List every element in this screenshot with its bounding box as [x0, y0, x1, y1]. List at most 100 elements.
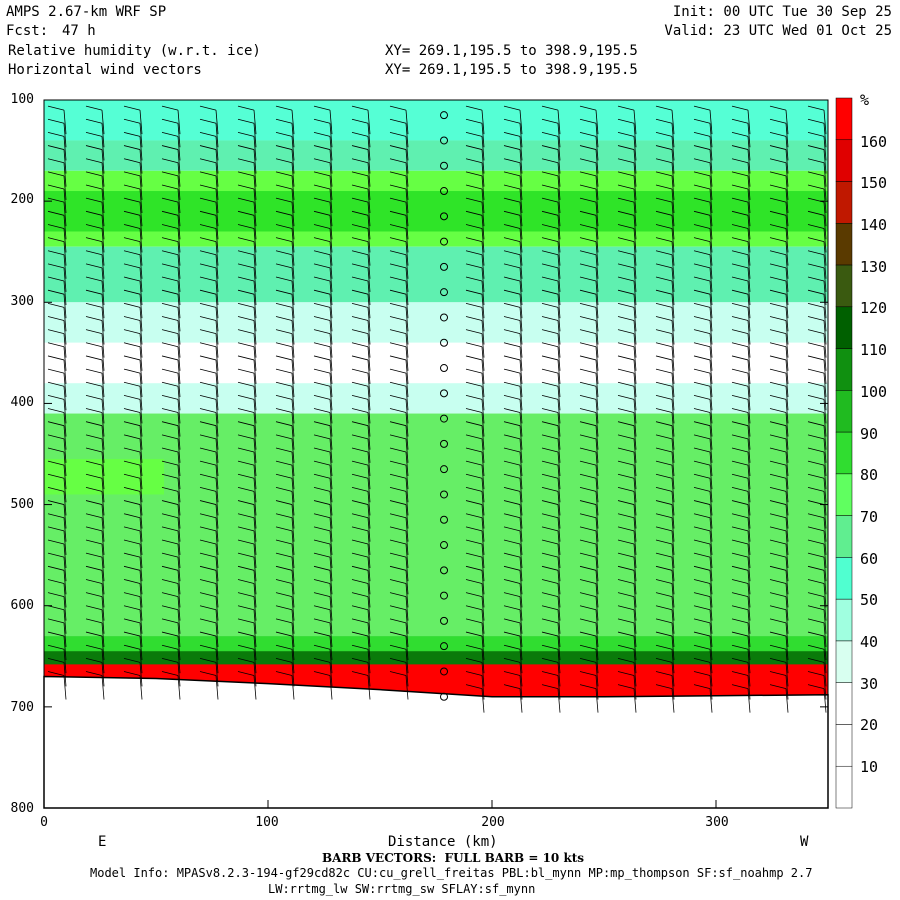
wind-barb: [785, 609, 789, 634]
wind-barb: [655, 368, 673, 374]
wind-barb: [63, 267, 67, 292]
wind-barb: [161, 513, 179, 519]
wind-barb: [595, 320, 599, 345]
wind-barb: [101, 136, 105, 161]
wind-barb: [693, 460, 711, 466]
wind-barb: [503, 210, 521, 216]
wind-barb: [541, 657, 559, 663]
wind-barb: [253, 215, 257, 240]
wind-barb: [237, 355, 255, 361]
wind-barb: [747, 175, 751, 200]
wind-barb: [823, 465, 827, 490]
wind-barb: [199, 224, 217, 229]
wind-barb: [747, 636, 751, 661]
wind-barb: [807, 105, 825, 111]
wind-barb: [747, 162, 751, 187]
wind-barb: [693, 355, 711, 361]
wind-barb: [237, 434, 255, 440]
wind-barb: [731, 263, 749, 269]
wind-barb: [329, 294, 333, 319]
wind-barb: [275, 565, 293, 571]
wind-barb: [671, 465, 675, 490]
wind-barb: [139, 320, 143, 345]
wind-barb: [541, 184, 559, 190]
wind-barb: [519, 491, 523, 516]
wind-barb: [709, 478, 713, 503]
wind-barb: [655, 132, 673, 137]
wind-barb: [313, 408, 331, 413]
y-tick: 100: [10, 92, 34, 107]
wind-barb: [275, 224, 293, 229]
wind-barb: [617, 487, 635, 492]
wind-barb: [47, 105, 65, 111]
wind-barb: [101, 478, 105, 503]
wind-barb: [47, 302, 65, 308]
wind-barb: [329, 188, 333, 214]
wind-barb: [63, 162, 67, 187]
wind-barb: [519, 307, 523, 332]
wind-barb: [199, 487, 217, 492]
wind-barb: [465, 381, 483, 387]
wind-barb: [161, 447, 179, 453]
wind-barb: [367, 609, 371, 634]
wind-barb: [541, 579, 559, 584]
wind-barb: [655, 644, 673, 650]
wind-barb: [177, 583, 181, 608]
calm-circle: [440, 515, 448, 524]
wind-barb: [161, 158, 179, 164]
wind-barb: [85, 500, 103, 505]
y-tick: 500: [10, 497, 34, 512]
wind-barb: [769, 368, 787, 374]
wind-barb: [595, 583, 599, 608]
wind-barb: [63, 294, 67, 319]
wind-barb: [823, 609, 827, 634]
wind-barb: [595, 228, 599, 253]
wind-barb: [161, 224, 179, 229]
wind-barb: [807, 171, 825, 177]
wind-barb: [693, 210, 711, 216]
wind-barb: [351, 368, 369, 374]
calm-circle: [440, 667, 448, 676]
wind-barb: [693, 197, 711, 203]
wind-barb: [63, 530, 67, 555]
wind-barb: [139, 175, 143, 200]
wind-barb: [617, 592, 635, 597]
wind-barb: [541, 276, 559, 282]
y-tick: 800: [10, 801, 34, 816]
wind-barb: [47, 460, 65, 466]
wind-barb: [747, 215, 751, 240]
wind-barb: [389, 421, 407, 427]
wind-barb: [823, 149, 827, 174]
wind-barb: [63, 386, 67, 411]
wind-barb: [275, 434, 293, 440]
wind-barb: [313, 197, 331, 203]
wind-barb: [139, 649, 143, 674]
wind-barb: [617, 158, 635, 164]
wind-barb: [139, 517, 143, 542]
wind-barb: [253, 346, 257, 371]
wind-barb: [709, 320, 713, 345]
wind-barb: [367, 662, 371, 687]
wind-barb: [557, 517, 561, 542]
wind-barb: [85, 526, 103, 532]
wind-barb: [351, 105, 369, 111]
calm-circle: [440, 541, 448, 550]
wind-barb: [101, 438, 105, 463]
wind-barb: [275, 263, 293, 269]
wind-barb: [405, 636, 409, 661]
wind-barb: [139, 662, 143, 687]
wind-barb: [709, 543, 713, 569]
wind-barb: [465, 184, 483, 190]
wind-barb: [405, 294, 409, 319]
field-title-2: Horizontal wind vectors: [8, 62, 202, 78]
wind-barb: [313, 526, 331, 532]
wind-barb: [291, 517, 295, 542]
wind-barb: [199, 447, 217, 453]
wind-barb: [101, 123, 105, 148]
wind-barb: [123, 460, 141, 466]
wind-barb: [747, 386, 751, 411]
wind-barb: [481, 241, 485, 266]
wind-barb: [367, 110, 371, 135]
wind-barb: [731, 197, 749, 203]
wind-barb: [199, 276, 217, 282]
